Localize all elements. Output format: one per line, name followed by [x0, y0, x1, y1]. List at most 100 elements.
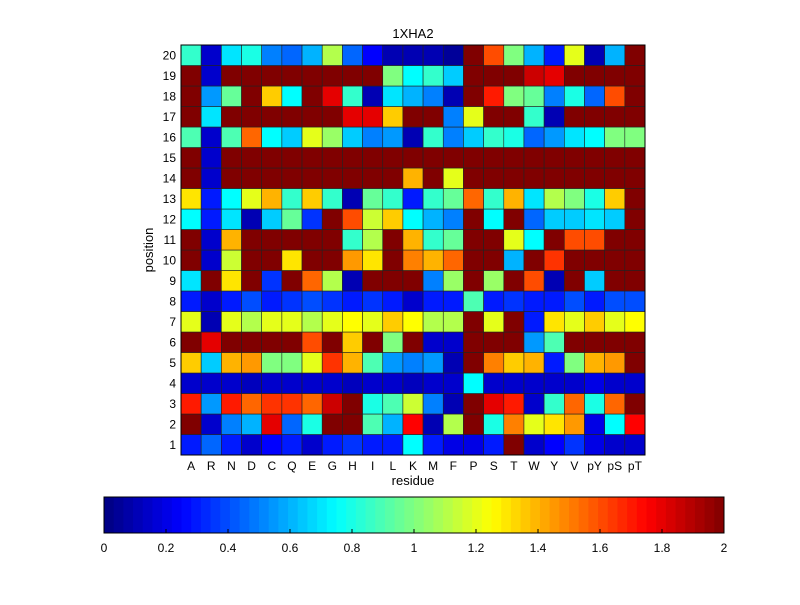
- heatmap-cell: [564, 270, 585, 292]
- heatmap-cell: [362, 434, 384, 456]
- colorbar-swatch: [665, 497, 677, 533]
- x-tick-label: Q: [287, 459, 296, 473]
- x-tick-label: Y: [550, 459, 558, 473]
- heatmap-cell: [382, 106, 404, 128]
- y-tick-label: 2: [169, 417, 176, 431]
- heatmap-cell: [483, 126, 505, 148]
- heatmap-cell: [422, 208, 444, 230]
- heatmap-cell: [281, 188, 303, 210]
- heatmap-cell: [523, 372, 545, 394]
- heatmap-cell: [442, 188, 464, 210]
- heatmap-cell: [402, 331, 424, 353]
- heatmap-cell: [362, 85, 384, 107]
- heatmap-cell: [483, 434, 505, 456]
- colorbar-swatch: [559, 497, 570, 533]
- heatmap-cell: [543, 270, 565, 292]
- heatmap-cell: [402, 434, 424, 456]
- heatmap-cell: [261, 208, 283, 230]
- heatmap-cell: [342, 208, 363, 230]
- heatmap-cell: [200, 290, 222, 312]
- heatmap-cell: [241, 44, 262, 66]
- heatmap-cell: [402, 393, 424, 415]
- heatmap-cell: [483, 65, 505, 87]
- heatmap-cell: [584, 85, 605, 107]
- heatmap-cell: [442, 331, 464, 353]
- heatmap-cell: [200, 352, 222, 374]
- heatmap-cell: [301, 311, 323, 333]
- heatmap-cell: [463, 434, 484, 456]
- heatmap-cell: [180, 311, 202, 333]
- heatmap-cell: [624, 352, 646, 374]
- heatmap-cell: [321, 167, 343, 189]
- colorbar-swatch: [288, 497, 299, 533]
- heatmap-cell: [221, 106, 242, 128]
- heatmap-cell: [503, 249, 525, 271]
- heatmap-cell: [442, 393, 464, 415]
- colorbar-swatch: [249, 497, 260, 533]
- heatmap-cell: [463, 167, 484, 189]
- y-tick-label: 5: [169, 356, 176, 370]
- heatmap-cell: [463, 208, 484, 230]
- heatmap-cell: [422, 85, 444, 107]
- heatmap-cell: [301, 270, 323, 292]
- heatmap-cell: [362, 393, 384, 415]
- heatmap-cell: [503, 85, 525, 107]
- heatmap-cell: [463, 352, 484, 374]
- heatmap-cell: [342, 229, 363, 251]
- colorbar-swatch: [278, 497, 289, 533]
- heatmap-cell: [382, 352, 404, 374]
- heatmap-cell: [200, 413, 222, 435]
- colorbar-tick-label: 0.6: [282, 541, 299, 555]
- heatmap-cell: [342, 106, 363, 128]
- heatmap-cell: [422, 331, 444, 353]
- heatmap-cell: [180, 126, 202, 148]
- heatmap-cell: [362, 229, 384, 251]
- heatmap-cell: [281, 65, 303, 87]
- heatmap-cell: [624, 85, 646, 107]
- colorbar-swatch: [307, 497, 318, 533]
- heatmap-cell: [200, 311, 222, 333]
- heatmap-cell: [301, 106, 323, 128]
- heatmap-cell: [543, 106, 565, 128]
- heatmap-cell: [321, 270, 343, 292]
- heatmap-cell: [523, 434, 545, 456]
- heatmap-cell: [362, 290, 384, 312]
- heatmap-cell: [604, 311, 626, 333]
- heatmap-cell: [483, 229, 505, 251]
- heatmap-cell: [543, 65, 565, 87]
- colorbar-swatch: [617, 497, 628, 533]
- x-tick-label: pY: [587, 459, 602, 473]
- heatmap-cell: [281, 434, 303, 456]
- x-tick-label: E: [308, 459, 316, 473]
- x-tick-label: R: [207, 459, 216, 473]
- heatmap-cell: [604, 126, 626, 148]
- heatmap-cell: [362, 413, 384, 435]
- heatmap-cell: [200, 229, 222, 251]
- heatmap-cell: [382, 290, 404, 312]
- heatmap-cell: [241, 393, 262, 415]
- y-tick-label: 12: [163, 212, 177, 226]
- heatmap-cell: [463, 249, 484, 271]
- heatmap-cell: [281, 290, 303, 312]
- heatmap-cell: [281, 413, 303, 435]
- heatmap-cell: [604, 393, 626, 415]
- heatmap-cell: [382, 167, 404, 189]
- heatmap-cell: [402, 311, 424, 333]
- heatmap-cell: [422, 393, 444, 415]
- heatmap-cell: [241, 270, 262, 292]
- heatmap-cell: [422, 249, 444, 271]
- heatmap-cell: [564, 249, 585, 271]
- heatmap-cell: [442, 126, 464, 148]
- heatmap-cell: [584, 290, 605, 312]
- heatmap-cell: [543, 167, 565, 189]
- heatmap-cell: [543, 147, 565, 169]
- heatmap-cell: [321, 65, 343, 87]
- heatmap-cell: [281, 352, 303, 374]
- heatmap-cell: [422, 290, 444, 312]
- y-tick-label: 8: [169, 294, 176, 308]
- heatmap-cell: [624, 106, 646, 128]
- heatmap-cell: [281, 208, 303, 230]
- heatmap-cell: [241, 106, 262, 128]
- heatmap-cell: [503, 208, 525, 230]
- heatmap-cell: [261, 126, 283, 148]
